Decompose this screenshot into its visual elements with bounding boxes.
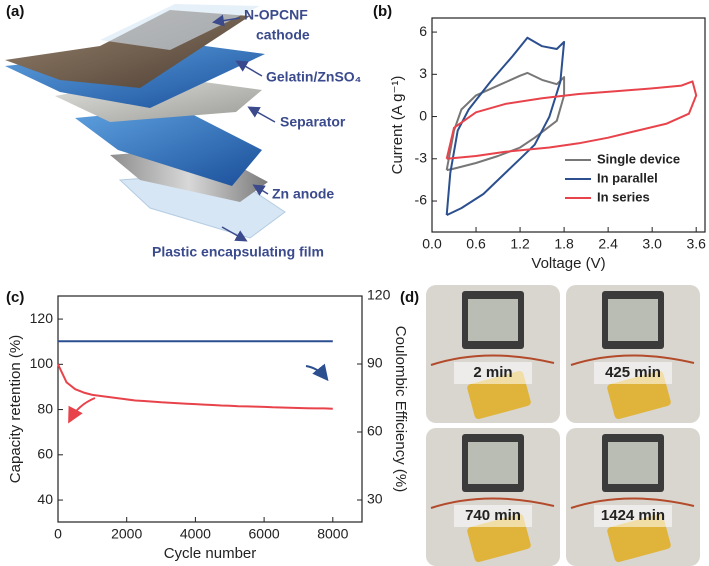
x-tick-label: 1.2 [510, 236, 530, 252]
diagram-label: Zn anode [272, 186, 334, 202]
label-bg [594, 362, 672, 384]
arrow [305, 363, 329, 382]
plastic-film [100, 4, 260, 50]
y-tick-label: 60 [37, 446, 53, 462]
wire [430, 497, 555, 509]
wire [570, 354, 695, 366]
y-axis-label: Capacity retention (%) [7, 335, 24, 483]
legend-label: Single device [597, 151, 680, 166]
series-line [445, 80, 698, 160]
y-axis-label: Current (A g⁻¹) [389, 76, 406, 175]
y-tick-label: 6 [419, 23, 427, 39]
y2-axis-label: Coulombic Efficiency (%) [392, 326, 409, 492]
x-axis-label: Voltage (V) [531, 255, 605, 272]
y2-tick-label: 90 [367, 355, 383, 371]
wire [430, 354, 555, 366]
wire [570, 497, 695, 509]
x-tick-label: 6000 [249, 526, 280, 542]
arrow [221, 226, 248, 242]
lcd [608, 442, 658, 484]
y-tick-label: 80 [37, 400, 53, 416]
x-axis-label: Cycle number [164, 545, 257, 562]
y-tick-label: 120 [30, 310, 54, 326]
series-line [57, 363, 333, 410]
y2-tick-label: 120 [367, 287, 391, 303]
gelatin-layer [75, 108, 262, 186]
photos: 2 min 425 min 740 min 1424 min [426, 285, 700, 566]
legend-label: In series [597, 189, 650, 204]
diagram-label: Gelatin/ZnSO₄ [266, 69, 361, 85]
y-tick-label: 0 [419, 107, 427, 123]
x-tick-label: 2000 [111, 526, 142, 542]
x-tick-label: 1.8 [554, 236, 574, 252]
photo-label: 2 min [473, 364, 512, 381]
lcd [468, 299, 518, 341]
x-tick-label: 8000 [317, 526, 348, 542]
legend-label: In parallel [597, 170, 658, 185]
label-bg [454, 362, 532, 384]
arrow [235, 60, 263, 77]
lcd [608, 299, 658, 341]
label-bg [454, 505, 532, 527]
y-tick-label: 3 [419, 65, 427, 81]
x-tick-label: 0 [54, 526, 62, 542]
x-tick-label: 3.6 [686, 236, 706, 252]
photo-label: 1424 min [601, 507, 665, 524]
arrow [252, 184, 269, 196]
plot-frame [431, 17, 706, 233]
x-tick-label: 0.0 [422, 236, 442, 252]
y-tick-label: 40 [37, 491, 53, 507]
arrow [247, 106, 276, 123]
panel-label: (a) [6, 3, 24, 20]
x-tick-label: 0.6 [466, 236, 486, 252]
series-line [445, 36, 566, 217]
y-tick-label: 100 [30, 355, 54, 371]
x-tick-label: 2.4 [598, 236, 618, 252]
lcd [468, 442, 518, 484]
x-tick-label: 3.0 [642, 236, 662, 252]
arrow [68, 397, 96, 424]
y2-tick-label: 30 [367, 491, 383, 507]
plot-frame [57, 295, 363, 523]
photo-label: 740 min [465, 507, 521, 524]
layer-diagram: N-OPCNF cathode Gelatin/ZnSO₄ Separator … [5, 4, 361, 260]
panel-label: (c) [6, 289, 24, 306]
y-tick-label: -6 [415, 192, 428, 208]
diagram-label: cathode [256, 27, 310, 43]
diagram-label: N-OPCNF [244, 7, 308, 23]
diagram-label: Plastic encapsulating film [152, 244, 324, 260]
photo-label: 425 min [605, 364, 661, 381]
panel-label: (b) [373, 3, 392, 20]
panel-label: (d) [400, 289, 419, 306]
diagram-label: Separator [280, 114, 346, 130]
y2-tick-label: 60 [367, 423, 383, 439]
label-bg [594, 505, 672, 527]
x-tick-label: 4000 [180, 526, 211, 542]
arrow [212, 14, 241, 27]
y-tick-label: -3 [415, 149, 428, 165]
